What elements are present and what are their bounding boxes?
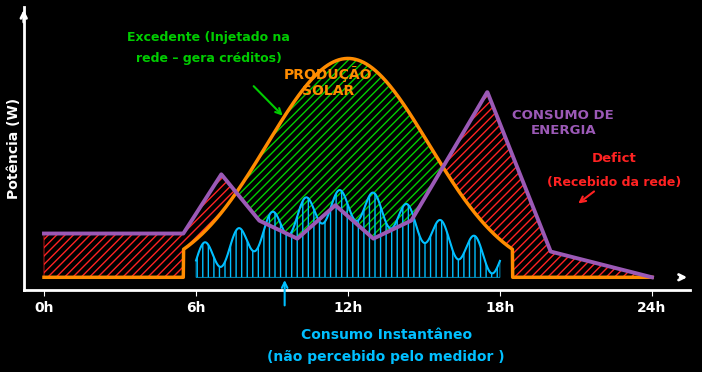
Text: Excedente (Injetado na: Excedente (Injetado na: [127, 31, 290, 44]
Text: Consumo Instantâneo: Consumo Instantâneo: [300, 328, 472, 342]
Text: PRODUÇÃO
SOLAR: PRODUÇÃO SOLAR: [284, 65, 372, 98]
Text: CONSUMO DE
ENERGIA: CONSUMO DE ENERGIA: [512, 109, 614, 137]
Y-axis label: Potência (W): Potência (W): [7, 98, 21, 199]
Text: Defict: Defict: [592, 153, 637, 165]
Text: rede – gera créditos): rede – gera créditos): [135, 52, 282, 65]
Text: (Recebido da rede): (Recebido da rede): [547, 176, 681, 189]
Text: (não percebido pelo medidor ): (não percebido pelo medidor ): [267, 350, 505, 364]
